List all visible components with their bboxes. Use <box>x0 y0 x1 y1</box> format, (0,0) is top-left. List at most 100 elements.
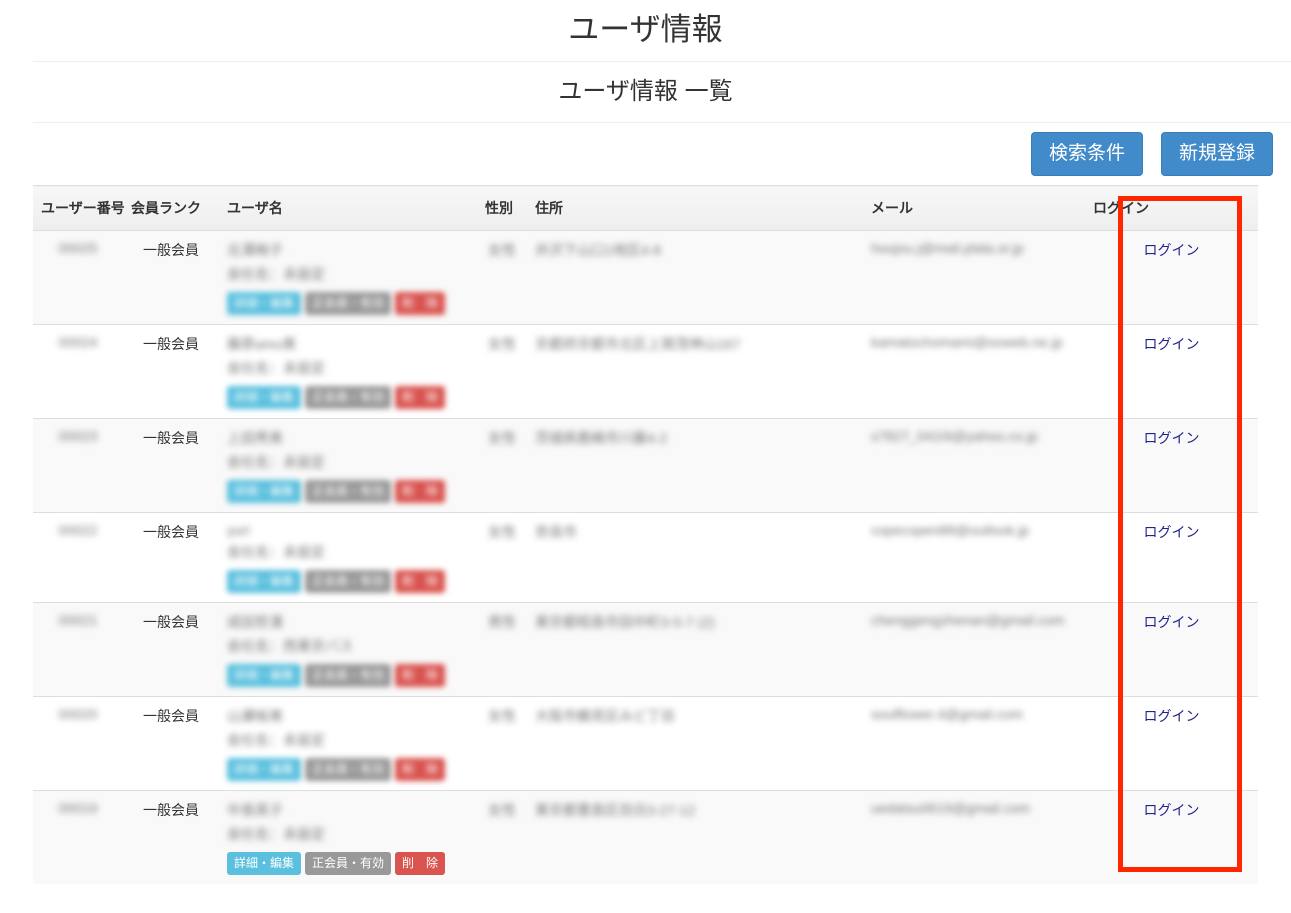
new-registration-button[interactable]: 新規登録 <box>1160 132 1273 176</box>
mail-value: chenggengzhenan@gmail.com <box>871 612 1065 628</box>
cell-member-rank: 一般会員 <box>123 324 219 419</box>
cell-address: 東京都昭島市田中町3-5-7 (2) <box>527 602 863 697</box>
edit-detail-button[interactable]: 詳細・編集 <box>227 664 302 687</box>
cell-member-rank: 一般会員 <box>123 696 219 791</box>
member-status-button[interactable]: 正会員・有効 <box>305 480 392 503</box>
cell-user-number: 00025 <box>33 230 123 325</box>
company-name-value: 会社名：未設定 <box>227 732 325 748</box>
cell-user-name: 山瀬裕美会社名：未設定詳細・編集 正会員・有効削 除 <box>219 696 477 791</box>
cell-gender: 女性 <box>477 512 527 603</box>
table-body: 00025 一般会員 北澤絢子 会社名：未設定 詳細・編集 正会員・有効削 除女性 井沢下山… <box>33 230 1258 884</box>
cell-user-number: 00020 <box>33 696 123 791</box>
gender-value: 女性 <box>488 802 516 818</box>
cell-user-number: 00022 <box>33 512 123 603</box>
column-header-member-rank[interactable]: 会員ランク <box>123 185 219 231</box>
table-row: 00024 一般会員 藤原amo美 会社名：未設定 詳細・編集 正会員・有効削 除女性 京都… <box>33 324 1258 419</box>
company-name-value: 会社名：未設定 <box>227 826 325 842</box>
address-value: 茨城県鹿嶋市川藤4-2 <box>535 430 668 446</box>
edit-detail-button[interactable]: 詳細・編集 <box>227 480 302 503</box>
edit-detail-button[interactable]: 詳細・編集 <box>227 758 302 781</box>
column-header-login[interactable]: ログイン <box>1085 185 1258 231</box>
cell-mail: copecopen88@outlook.jp <box>863 512 1085 603</box>
cell-mail: s7827_0410t@yahoo.co.jp <box>863 418 1085 513</box>
user-number-value: 00022 <box>58 522 98 538</box>
login-link[interactable]: ログイン <box>1143 336 1200 352</box>
cell-mail: houjou.j@mail.plala.or.jp <box>863 230 1085 325</box>
row-action-buttons: 詳細・編集 正会員・有効削 除 <box>227 480 469 503</box>
delete-button[interactable]: 削 除 <box>395 852 446 875</box>
user-name-value: 山瀬裕美 <box>227 708 283 724</box>
member-status-button[interactable]: 正会員・有効 <box>305 852 392 875</box>
cell-user-name: yuri 会社名：未設定詳細・編集 正会員・有効削 除 <box>219 512 477 603</box>
login-link[interactable]: ログイン <box>1143 430 1200 446</box>
edit-detail-button[interactable]: 詳細・編集 <box>227 292 302 315</box>
column-header-address[interactable]: 住所 <box>527 185 863 231</box>
member-status-button[interactable]: 正会員・有効 <box>305 570 392 593</box>
cell-mail: uedatsu0619@gmail.com <box>863 790 1085 884</box>
table-row: 00025 一般会員 北澤絢子 会社名：未設定 詳細・編集 正会員・有効削 除女性 井沢下山… <box>33 230 1258 325</box>
cell-address: 京都府京都市北区上賀茂神山167 <box>527 324 863 419</box>
search-conditions-button[interactable]: 検索条件 <box>1030 132 1143 176</box>
row-action-buttons: 詳細・編集 正会員・有効削 除 <box>227 292 469 315</box>
delete-button[interactable]: 削 除 <box>395 480 446 503</box>
column-header-gender[interactable]: 性別 <box>477 185 527 231</box>
member-status-button[interactable]: 正会員・有効 <box>305 664 392 687</box>
user-number-value: 00020 <box>58 706 98 722</box>
edit-detail-button[interactable]: 詳細・編集 <box>227 852 302 875</box>
address-value: 東京都昭島市田中町3-5-7 (2) <box>535 614 715 630</box>
user-name-value: 成田哲漢 <box>227 614 283 630</box>
cell-gender: 女性 <box>477 230 527 325</box>
user-name-value: yuri <box>227 522 250 538</box>
cell-login: ログイン <box>1085 324 1258 419</box>
user-table: ユーザー番号 会員ランク ユーザ名 性別 住所 メール ログイン 00025 一般… <box>33 185 1258 884</box>
cell-gender: 女性 <box>477 696 527 791</box>
login-link[interactable]: ログイン <box>1143 242 1200 258</box>
company-name-value: 会社名：西東京バス <box>227 638 353 654</box>
gender-value: 女性 <box>488 524 516 540</box>
column-header-user-name[interactable]: ユーザ名 <box>219 185 477 231</box>
delete-button[interactable]: 削 除 <box>395 664 446 687</box>
cell-address: 東京都豊島区目白3-27-12 <box>527 790 863 884</box>
cell-address: 茨城県鹿嶋市川藤4-2 <box>527 418 863 513</box>
member-status-button[interactable]: 正会員・有効 <box>305 758 392 781</box>
delete-button[interactable]: 削 除 <box>395 570 446 593</box>
address-value: 京都府京都市北区上賀茂神山167 <box>535 336 741 352</box>
cell-login: ログイン <box>1085 696 1258 791</box>
delete-button[interactable]: 削 除 <box>395 386 446 409</box>
cell-user-number: 00023 <box>33 418 123 513</box>
login-link[interactable]: ログイン <box>1143 614 1200 630</box>
delete-button[interactable]: 削 除 <box>395 292 446 315</box>
member-status-button[interactable]: 正会員・有効 <box>305 386 392 409</box>
mail-value: uedatsu0619@gmail.com <box>871 800 1030 816</box>
cell-member-rank: 一般会員 <box>123 790 219 884</box>
column-header-mail[interactable]: メール <box>863 185 1085 231</box>
cell-login: ログイン <box>1085 418 1258 513</box>
cell-user-number: 00024 <box>33 324 123 419</box>
login-link[interactable]: ログイン <box>1143 524 1200 540</box>
address-value: 東京都豊島区目白3-27-12 <box>535 802 696 818</box>
login-link[interactable]: ログイン <box>1143 802 1200 818</box>
page-title: ユーザ情報 <box>568 12 723 47</box>
company-name-value: 会社名：未設定 <box>227 544 325 560</box>
address-value: 井沢下山口1地区4-8 <box>535 242 662 258</box>
login-link[interactable]: ログイン <box>1143 708 1200 724</box>
delete-button[interactable]: 削 除 <box>395 758 446 781</box>
cell-gender: 女性 <box>477 324 527 419</box>
mail-value: soulflower.4@gmail.com <box>871 706 1023 722</box>
row-action-buttons: 詳細・編集 正会員・有効削 除 <box>227 852 469 875</box>
column-header-user-number[interactable]: ユーザー番号 <box>33 185 125 231</box>
company-name-value: 会社名：未設定 <box>227 266 325 282</box>
edit-detail-button[interactable]: 詳細・編集 <box>227 386 302 409</box>
address-value: 大阪市鶴見区みど丁目 <box>535 708 675 724</box>
member-status-button[interactable]: 正会員・有効 <box>305 292 392 315</box>
company-name-value: 会社名：未設定 <box>227 360 325 376</box>
gender-value: 女性 <box>488 430 516 446</box>
edit-detail-button[interactable]: 詳細・編集 <box>227 570 302 593</box>
table-row: 00019 一般会員 中島英子 会社名：未設定 詳細・編集 正会員・有効削 除女性 東京都豊… <box>33 790 1258 884</box>
cell-gender: 女性 <box>477 418 527 513</box>
table-row: 00023 一般会員 上田秀美 会社名：未設定 詳細・編集 正会員・有効削 除女性 茨城県鹿… <box>33 418 1258 513</box>
row-action-buttons: 詳細・編集 正会員・有効削 除 <box>227 664 469 687</box>
cell-user-number: 00019 <box>33 790 123 884</box>
row-action-buttons: 詳細・編集 正会員・有効削 除 <box>227 758 469 781</box>
cell-address: 井沢下山口1地区4-8 <box>527 230 863 325</box>
